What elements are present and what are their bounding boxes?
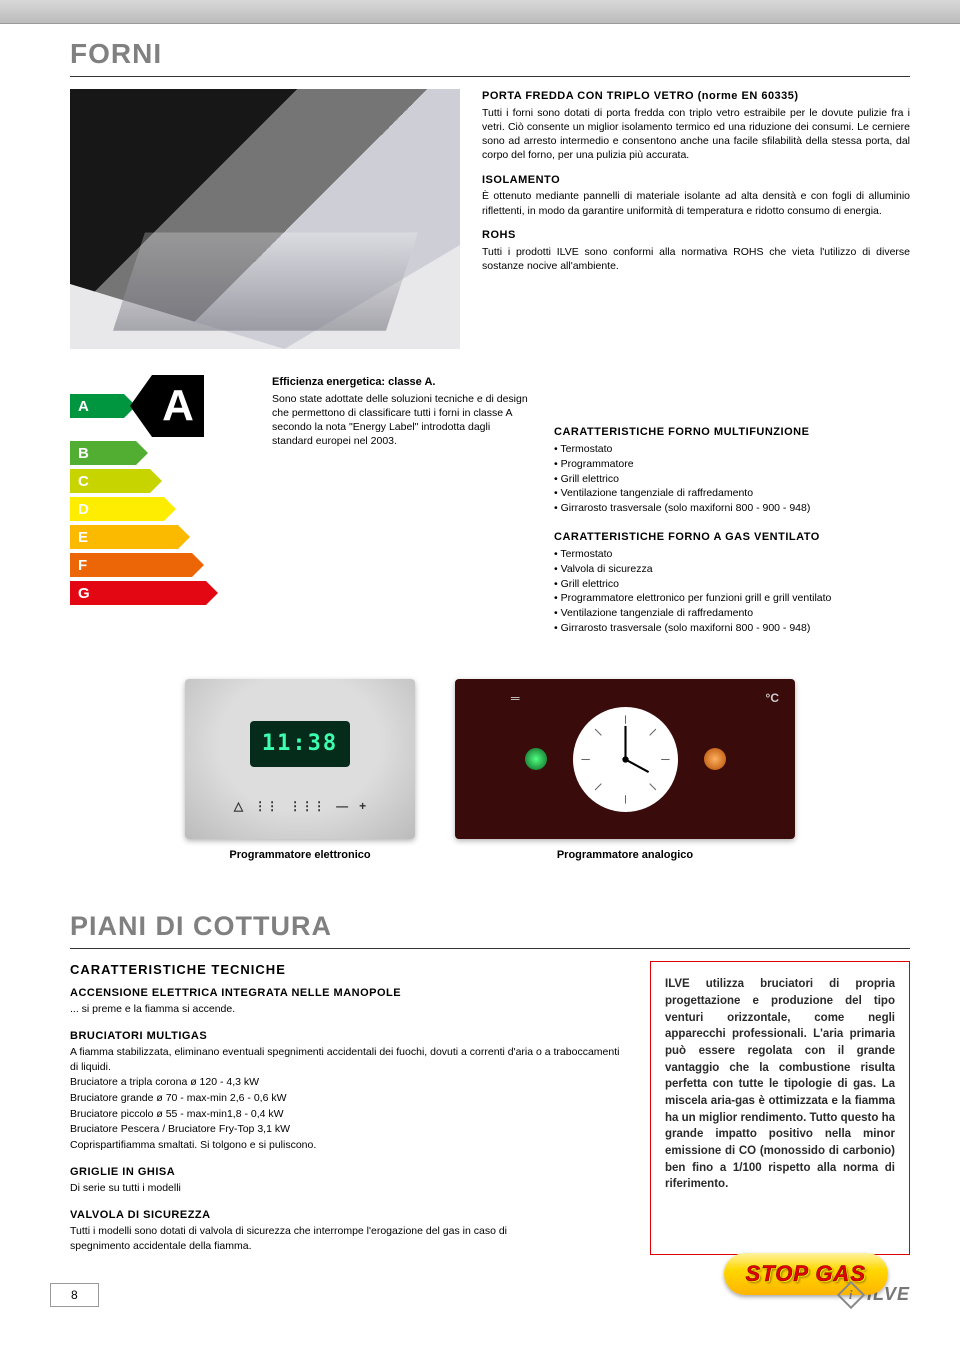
digital-icons: △ ⋮⋮ ⋮⋮⋮ — + [234, 799, 366, 813]
divider [70, 948, 910, 949]
list-item: Girrarosto trasversale (solo maxiforni 8… [554, 621, 910, 636]
divider [70, 76, 910, 77]
oven-door-photo [70, 89, 460, 349]
minus-icon: — [336, 799, 348, 813]
valvola-heading: VALVOLA DI SICUREZZA [70, 1208, 626, 1223]
isolamento-heading: ISOLAMENTO [482, 173, 910, 188]
valvola-text: Tutti i modelli sono dotati di valvola d… [70, 1224, 530, 1253]
list-item: Girrarosto trasversale (solo maxiforni 8… [554, 501, 910, 516]
energy-bar-e: E [70, 525, 178, 549]
list-item: Termostato [554, 547, 910, 562]
griglie-text: Di serie su tutti i modelli [70, 1181, 626, 1196]
bruciatori-lines: A fiamma stabilizzata, eliminano eventua… [70, 1045, 626, 1153]
tecniche-heading: CARATTERISTICHE TECNICHE [70, 961, 626, 979]
energy-label: A ABCDEFG [70, 375, 250, 615]
list-item: Programmatore [554, 457, 910, 472]
list-item: Termostato [554, 442, 910, 457]
digital-programmer-photo: 11:38 △ ⋮⋮ ⋮⋮⋮ — + [185, 679, 415, 839]
section-forni-title: FORNI [70, 38, 910, 70]
page-number: 8 [50, 1283, 99, 1307]
green-led-icon [525, 748, 547, 770]
energy-bar-a: A [70, 394, 124, 418]
char-gas-heading: CARATTERISTICHE FORNO A GAS VENTILATO [554, 530, 910, 545]
energy-bar-g: G [70, 581, 206, 605]
accensione-heading: ACCENSIONE ELETTRICA INTEGRATA NELLE MAN… [70, 986, 626, 1001]
orange-led-icon [704, 748, 726, 770]
analog-dial [573, 707, 678, 812]
rohs-heading: ROHS [482, 228, 910, 243]
analog-programmer-photo: ═ °C [455, 679, 795, 839]
plus-icon: + [359, 799, 366, 813]
list-item: Grill elettrico [554, 577, 910, 592]
bars-icon: ═ [511, 691, 520, 705]
bell-icon: △ [234, 799, 243, 813]
list-item: Valvola di sicurezza [554, 562, 910, 577]
energy-selected-badge: A [152, 375, 204, 437]
bruciatori-line: Bruciatore grande ø 70 - max-min 2,6 - 0… [70, 1091, 626, 1106]
rohs-text: Tutti i prodotti ILVE sono conformi alla… [482, 245, 910, 273]
section-piani-title: PIANI DI COTTURA [70, 911, 910, 942]
isolamento-text: È ottenuto mediante pannelli di material… [482, 189, 910, 217]
list-item: Programmatore elettronico per funzioni g… [554, 591, 910, 606]
red-info-box: ILVE utilizza bruciatori di propria prog… [650, 961, 910, 1254]
char-multi-heading: CARATTERISTICHE FORNO MULTIFUNZIONE [554, 425, 910, 440]
porta-heading: PORTA FREDDA CON TRIPLO VETRO (norme EN … [482, 89, 910, 104]
accensione-text: ... si preme e la fiamma si accende. [70, 1002, 626, 1017]
top-gradient-bar [0, 0, 960, 24]
analog-caption: Programmatore analogico [557, 849, 693, 861]
celsius-label: °C [766, 691, 779, 705]
efficienza-heading: Efficienza energetica: classe A. [272, 375, 532, 390]
stop-gas-badge: STOP GAS [724, 1253, 888, 1295]
energy-bar-c: C [70, 469, 150, 493]
griglie-heading: GRIGLIE IN GHISA [70, 1165, 626, 1180]
char-gas-list: TermostatoValvola di sicurezzaGrill elet… [554, 547, 910, 635]
bruciatori-line: Bruciatore piccolo ø 55 - max-min1,8 - 0… [70, 1107, 626, 1122]
bruciatori-line: Bruciatore Pescera / Bruciatore Fry-Top … [70, 1122, 626, 1137]
digital-caption: Programmatore elettronico [229, 849, 370, 861]
char-multi-list: TermostatoProgrammatoreGrill elettricoVe… [554, 442, 910, 515]
efficienza-text: Sono state adottate delle soluzioni tecn… [272, 393, 528, 448]
energy-bar-b: B [70, 441, 136, 465]
bruciatori-line: Bruciatore a tripla corona ø 120 - 4,3 k… [70, 1075, 626, 1090]
heat2-icon: ⋮⋮⋮ [289, 799, 325, 813]
bruciatori-heading: BRUCIATORI MULTIGAS [70, 1029, 626, 1044]
bruciatori-line: A fiamma stabilizzata, eliminano eventua… [70, 1045, 626, 1074]
energy-bar-d: D [70, 497, 164, 521]
energy-bar-f: F [70, 553, 192, 577]
bruciatori-line: Coprispartifiamma smaltati. Si tolgono e… [70, 1138, 626, 1153]
list-item: Ventilazione tangenziale di raffredament… [554, 606, 910, 621]
heat-icon: ⋮⋮ [254, 799, 278, 813]
list-item: Grill elettrico [554, 472, 910, 487]
digital-display: 11:38 [250, 721, 350, 767]
list-item: Ventilazione tangenziale di raffredament… [554, 486, 910, 501]
porta-text: Tutti i forni sono dotati di porta fredd… [482, 106, 910, 163]
